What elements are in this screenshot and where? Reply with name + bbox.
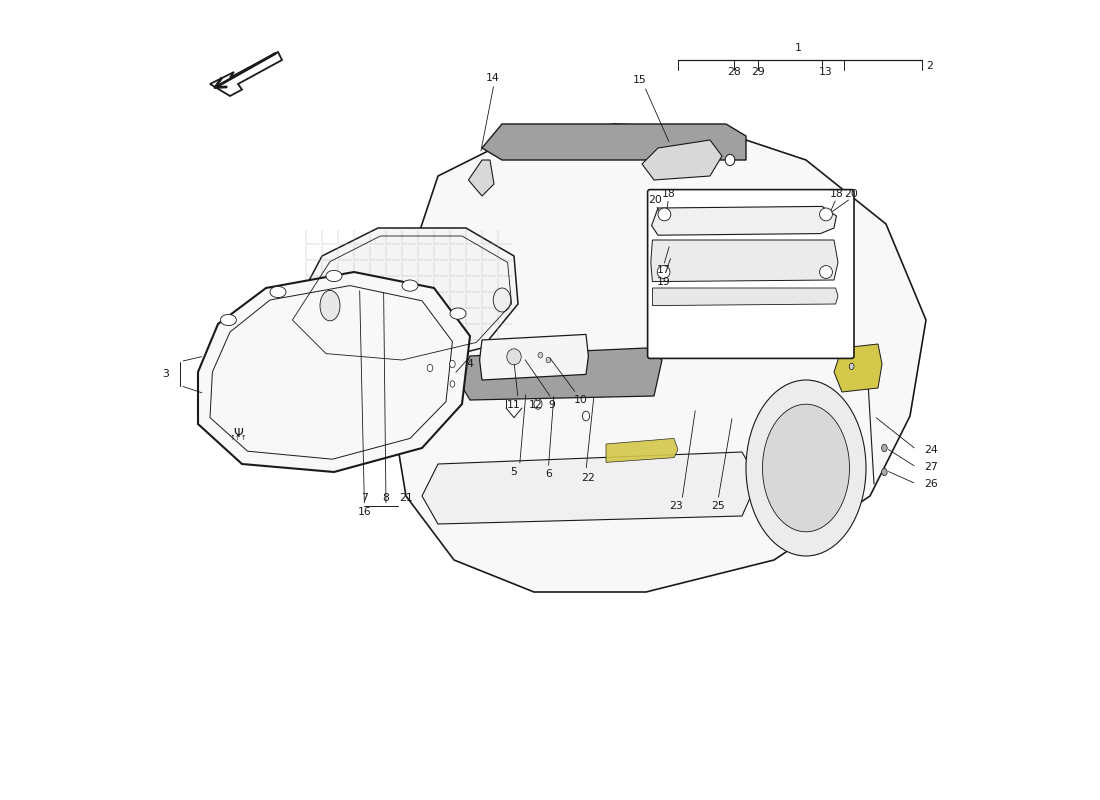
Circle shape	[820, 208, 833, 221]
Text: 20: 20	[844, 189, 858, 198]
Text: 15: 15	[632, 75, 647, 85]
Ellipse shape	[220, 314, 236, 326]
Text: 4: 4	[466, 359, 473, 369]
Text: 8: 8	[383, 493, 389, 502]
Text: 16: 16	[358, 507, 372, 517]
Circle shape	[658, 208, 671, 221]
Ellipse shape	[546, 357, 551, 362]
Text: 1: 1	[794, 43, 802, 53]
Ellipse shape	[450, 381, 454, 387]
Text: 9: 9	[548, 400, 556, 410]
Text: EL: EL	[326, 266, 582, 454]
Ellipse shape	[881, 444, 888, 451]
Text: 25: 25	[711, 502, 725, 511]
Polygon shape	[480, 334, 588, 380]
Polygon shape	[652, 288, 838, 306]
Text: 28: 28	[727, 67, 741, 77]
Polygon shape	[469, 160, 494, 196]
Text: 2: 2	[926, 61, 933, 70]
Ellipse shape	[582, 411, 590, 421]
Ellipse shape	[450, 308, 466, 319]
Ellipse shape	[746, 380, 866, 556]
Text: 26: 26	[924, 479, 938, 489]
Text: 12: 12	[529, 400, 542, 410]
Text: 29: 29	[751, 67, 764, 77]
Ellipse shape	[270, 286, 286, 298]
Text: 22: 22	[582, 473, 595, 482]
Polygon shape	[482, 124, 746, 160]
Text: 5: 5	[510, 467, 517, 477]
Ellipse shape	[320, 290, 340, 321]
Ellipse shape	[725, 154, 735, 166]
Ellipse shape	[402, 280, 418, 291]
Circle shape	[820, 266, 833, 278]
Text: ↑↑↑: ↑↑↑	[229, 434, 246, 441]
Text: 11: 11	[507, 400, 521, 410]
Polygon shape	[458, 348, 662, 400]
Ellipse shape	[538, 352, 542, 358]
Ellipse shape	[450, 360, 455, 367]
Ellipse shape	[843, 338, 849, 346]
Ellipse shape	[534, 399, 542, 409]
FancyBboxPatch shape	[648, 190, 854, 358]
Text: 18: 18	[829, 189, 844, 198]
Ellipse shape	[762, 404, 849, 532]
Text: 7: 7	[361, 493, 367, 502]
Text: 13: 13	[820, 67, 833, 77]
Circle shape	[657, 266, 670, 278]
Text: a passion for parts: a passion for parts	[407, 462, 693, 530]
Polygon shape	[642, 140, 722, 180]
Polygon shape	[390, 124, 926, 592]
Ellipse shape	[881, 468, 888, 475]
Polygon shape	[606, 438, 678, 462]
Text: 10: 10	[573, 395, 587, 405]
Polygon shape	[651, 206, 836, 235]
Text: 19: 19	[657, 277, 671, 286]
Text: 3: 3	[163, 369, 169, 378]
Polygon shape	[286, 228, 518, 368]
Polygon shape	[422, 452, 758, 524]
Ellipse shape	[427, 364, 432, 371]
Polygon shape	[651, 240, 838, 282]
Text: 20: 20	[649, 195, 662, 205]
Ellipse shape	[507, 349, 521, 365]
Polygon shape	[834, 344, 882, 392]
Ellipse shape	[493, 288, 510, 312]
Text: 17: 17	[657, 266, 671, 275]
Text: 24: 24	[924, 445, 938, 454]
Text: Ψ: Ψ	[233, 427, 243, 440]
Polygon shape	[198, 272, 470, 472]
Ellipse shape	[849, 363, 854, 370]
Ellipse shape	[326, 270, 342, 282]
Text: 21: 21	[399, 493, 412, 502]
Text: 27: 27	[924, 462, 938, 472]
Text: 18: 18	[661, 189, 675, 198]
Text: 14: 14	[485, 73, 499, 82]
Polygon shape	[210, 52, 282, 96]
Text: 6: 6	[544, 470, 552, 479]
Text: 23: 23	[670, 502, 683, 511]
